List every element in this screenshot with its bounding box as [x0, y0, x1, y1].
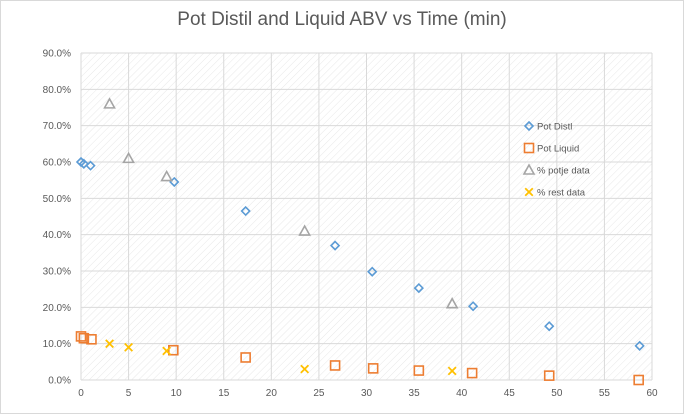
legend-label: Pot Distl [537, 122, 572, 133]
x-tick-label: 30 [361, 388, 373, 399]
data-point [467, 301, 479, 312]
legend-marker [522, 163, 536, 175]
data-point [162, 346, 172, 356]
data-point [543, 370, 555, 381]
data-point [105, 339, 114, 349]
x-tick-label: 40 [456, 388, 468, 399]
data-point [124, 342, 134, 352]
x-tick-label: 10 [171, 388, 183, 399]
y-tick-label: 0.0% [48, 376, 71, 387]
data-point [103, 97, 116, 109]
data-point-stroke [105, 339, 114, 349]
data-point [75, 331, 87, 342]
legend: Pot Distl Pot Liquid % potje data % rest da… [522, 120, 591, 199]
data-point-stroke [124, 342, 134, 352]
y-tick-label: 90.0% [43, 49, 71, 60]
x-tick-label: 55 [599, 388, 611, 399]
data-point [78, 332, 90, 344]
data-point [367, 266, 378, 277]
x-tick-label: 25 [313, 388, 325, 399]
data-point [122, 151, 135, 164]
chart-title: Pot Distil and Liquid ABV vs Time (min) [177, 9, 507, 30]
y-tick-label: 40.0% [43, 230, 71, 241]
x-tick-label: 50 [551, 388, 563, 399]
data-point [367, 363, 379, 374]
data-point [240, 352, 251, 363]
legend-label: % rest data [537, 188, 586, 199]
data-point [86, 334, 97, 345]
data-point [544, 321, 555, 332]
series-square [75, 331, 644, 386]
x-tick-label: 60 [646, 388, 658, 399]
data-point-stroke [162, 346, 172, 356]
y-tick-label: 60.0% [43, 158, 71, 169]
data-point [300, 364, 310, 374]
y-tick-label: 30.0% [43, 267, 71, 278]
legend-label: % potje data [537, 166, 591, 177]
x-tick-label: 45 [504, 388, 516, 399]
data-point [168, 344, 179, 356]
legend-marker [523, 142, 535, 154]
data-point [466, 367, 478, 379]
y-tick-label: 20.0% [43, 303, 71, 314]
data-point [634, 340, 645, 351]
data-point [85, 160, 96, 171]
data-point [240, 205, 251, 217]
data-point [298, 224, 312, 236]
x-tick-label: 5 [126, 388, 132, 399]
x-tick-label: 0 [78, 388, 84, 399]
y-tick-label: 50.0% [43, 194, 71, 205]
legend-marker [524, 187, 534, 197]
y-tick-label: 10.0% [43, 339, 71, 350]
series-x [105, 339, 457, 376]
data-point [160, 169, 174, 182]
legend-label: Pot Liquid [537, 144, 579, 155]
data-point [445, 297, 459, 309]
data-point [329, 240, 341, 251]
x-tick-label: 20 [266, 388, 278, 399]
data-point-stroke [447, 366, 457, 376]
data-point [329, 360, 341, 371]
y-tick-label: 80.0% [43, 85, 71, 96]
legend-marker [523, 120, 535, 132]
series-triangle [103, 97, 459, 309]
data-point-stroke [300, 364, 310, 374]
x-tick-label: 15 [218, 388, 230, 399]
x-tick-label: 35 [409, 388, 421, 399]
data-point [413, 282, 424, 294]
legend-marker-stroke [524, 187, 534, 197]
series-diamond [75, 156, 645, 351]
data-point [78, 158, 89, 169]
data-point [447, 366, 457, 376]
y-tick-label: 70.0% [43, 121, 71, 132]
data-point [633, 374, 644, 386]
data-point [413, 365, 425, 376]
